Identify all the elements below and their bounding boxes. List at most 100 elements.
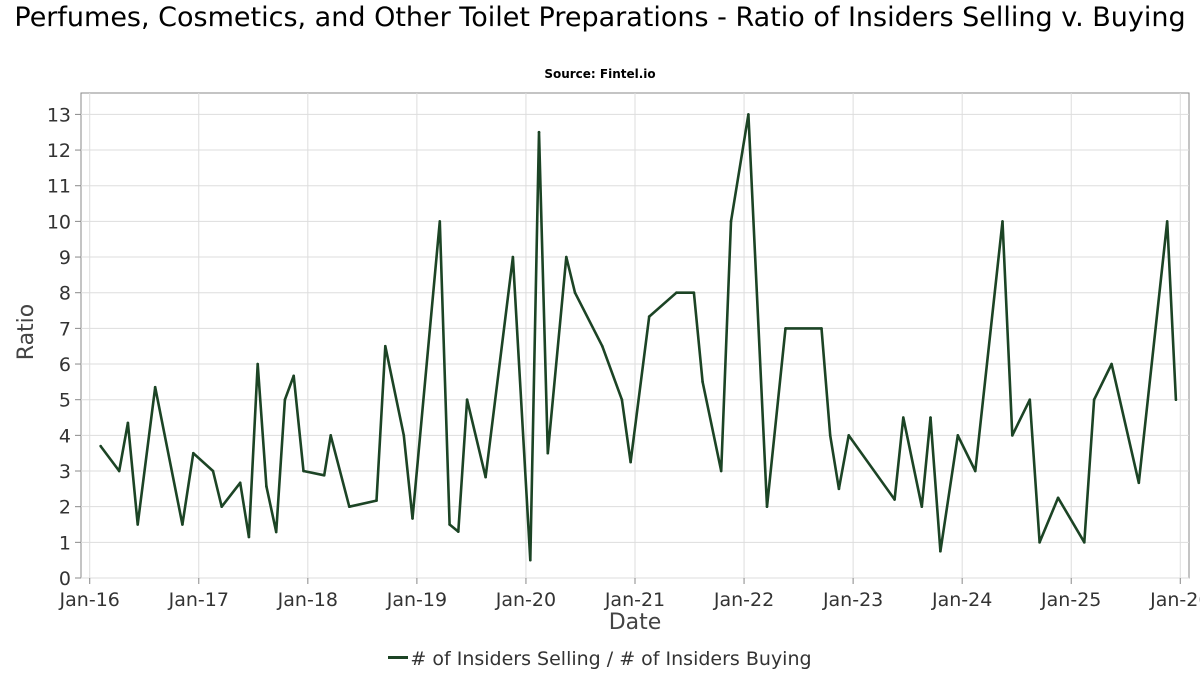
y-tick-label: 4	[59, 425, 71, 447]
data-point[interactable]	[256, 362, 259, 366]
data-point[interactable]	[438, 220, 442, 223]
data-point[interactable]	[820, 327, 823, 330]
data-point[interactable]	[893, 498, 896, 501]
data-point[interactable]	[692, 291, 696, 295]
data-point[interactable]	[117, 469, 121, 473]
data-point[interactable]	[1165, 220, 1169, 223]
x-tick-label: Jan-25	[1040, 589, 1101, 611]
y-tick-label: 6	[59, 354, 71, 376]
data-point[interactable]	[765, 505, 769, 508]
data-point[interactable]	[322, 473, 326, 477]
x-tick-label: Jan-23	[822, 589, 883, 611]
data-point[interactable]	[600, 344, 604, 348]
data-point[interactable]	[847, 434, 851, 437]
data-point[interactable]	[675, 291, 678, 295]
data-point[interactable]	[484, 475, 487, 479]
series-layer	[99, 113, 1178, 562]
data-point[interactable]	[383, 344, 387, 348]
data-point[interactable]	[629, 460, 632, 464]
data-point[interactable]	[1137, 481, 1141, 485]
legend-label: # of Insiders Selling / # of Insiders Bu…	[410, 648, 812, 670]
data-point[interactable]	[302, 469, 305, 473]
data-point[interactable]	[292, 374, 295, 378]
data-point[interactable]	[564, 255, 568, 259]
chart-title: Perfumes, Cosmetics, and Other Toilet Pr…	[14, 2, 1186, 33]
data-point[interactable]	[457, 530, 460, 533]
data-point[interactable]	[411, 517, 414, 520]
x-axis-label: Date	[609, 610, 662, 635]
y-tick-label: 10	[47, 211, 71, 233]
data-point[interactable]	[153, 385, 157, 389]
data-point[interactable]	[973, 469, 977, 473]
data-point[interactable]	[220, 505, 223, 508]
data-point[interactable]	[537, 130, 541, 134]
data-point[interactable]	[136, 523, 140, 526]
data-point[interactable]	[274, 530, 278, 534]
data-point[interactable]	[529, 558, 532, 562]
x-tick-label: Jan-22	[713, 589, 774, 611]
data-point[interactable]	[1028, 398, 1032, 401]
data-point[interactable]	[126, 421, 130, 425]
data-point[interactable]	[1011, 434, 1014, 437]
x-tick-label: Jan-16	[59, 589, 120, 611]
data-point[interactable]	[837, 487, 841, 491]
data-point[interactable]	[729, 220, 733, 223]
y-axis-label: Ratio	[14, 304, 39, 360]
data-point[interactable]	[402, 434, 406, 437]
y-tick-label: 11	[47, 176, 71, 198]
data-point[interactable]	[747, 113, 750, 116]
data-point[interactable]	[265, 485, 268, 488]
data-point[interactable]	[956, 434, 960, 437]
data-point[interactable]	[784, 327, 787, 330]
y-tick-label: 1	[59, 532, 71, 554]
legend-swatch	[388, 656, 409, 659]
data-point[interactable]	[620, 398, 624, 401]
data-point[interactable]	[247, 535, 251, 539]
data-point[interactable]	[1038, 541, 1041, 544]
x-axis-ticks: Jan-16 Jan-17 Jan-18 Jan-19 Jan-20 Jan-21 Jan-…	[59, 578, 1200, 611]
x-tick-label: Jan-24	[931, 589, 992, 611]
legend[interactable]: # of Insiders Selling / # of Insiders Bu…	[0, 648, 1200, 670]
data-point[interactable]	[511, 255, 515, 259]
y-tick-label: 13	[47, 104, 71, 126]
data-point[interactable]	[448, 523, 451, 526]
data-point[interactable]	[939, 549, 942, 553]
x-tick-label: Jan-26	[1149, 589, 1200, 611]
data-point[interactable]	[192, 451, 195, 455]
y-tick-label: 2	[59, 497, 71, 519]
data-point[interactable]	[181, 523, 184, 526]
y-tick-label: 5	[59, 390, 71, 412]
data-point[interactable]	[1083, 541, 1086, 544]
x-tick-label: Jan-20	[495, 589, 556, 611]
y-tick-label: 7	[59, 318, 71, 340]
data-point[interactable]	[920, 505, 924, 508]
data-point[interactable]	[211, 469, 215, 473]
chart-subtitle: Source: Fintel.io	[544, 67, 656, 81]
data-point[interactable]	[1056, 496, 1060, 500]
data-point[interactable]	[929, 416, 932, 419]
data-point[interactable]	[719, 469, 723, 473]
data-point[interactable]	[573, 291, 577, 295]
x-tick-label: Jan-18	[277, 589, 338, 611]
data-point[interactable]	[546, 451, 550, 455]
data-point[interactable]	[465, 398, 469, 401]
data-point[interactable]	[375, 499, 378, 502]
data-point[interactable]	[99, 444, 102, 448]
data-point[interactable]	[1110, 362, 1113, 366]
data-point[interactable]	[647, 315, 651, 318]
y-tick-label: 0	[59, 568, 71, 590]
data-point[interactable]	[347, 505, 351, 508]
y-tick-label: 12	[47, 140, 71, 162]
data-point[interactable]	[283, 398, 287, 401]
data-point[interactable]	[701, 380, 704, 384]
data-point[interactable]	[828, 434, 832, 437]
data-point[interactable]	[329, 434, 333, 437]
data-point[interactable]	[238, 481, 242, 485]
data-point[interactable]	[901, 416, 905, 419]
y-tick-label: 8	[59, 283, 71, 305]
data-point[interactable]	[1001, 220, 1004, 223]
x-tick-label: Jan-19	[386, 589, 447, 611]
data-point[interactable]	[1092, 398, 1096, 401]
data-point[interactable]	[1174, 398, 1178, 401]
